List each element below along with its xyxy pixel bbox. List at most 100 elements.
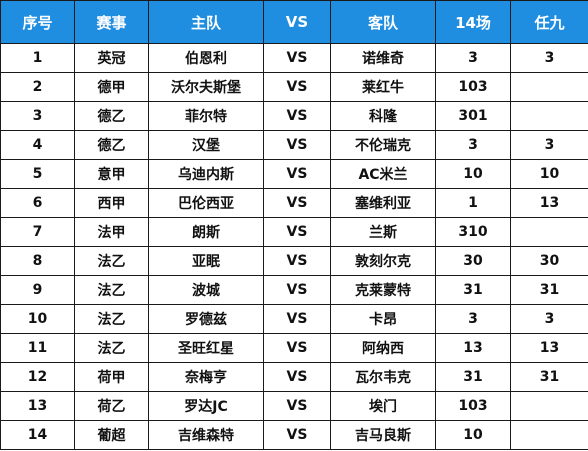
cell-away-team: 瓦尔韦克 <box>330 362 436 392</box>
cell-away-team: 不伦瑞克 <box>330 130 436 160</box>
cell-league: 荷甲 <box>74 362 149 392</box>
table-row: 12 荷甲 奈梅亨 VS 瓦尔韦克 31 31 <box>0 362 588 392</box>
table-row: 4 德乙 汉堡 VS 不伦瑞克 3 3 <box>0 130 588 160</box>
cell-14-match: 3 <box>435 304 511 334</box>
cell-no: 1 <box>0 43 75 73</box>
cell-home-team: 奈梅亨 <box>148 362 264 392</box>
cell-away-team: 埃门 <box>330 391 436 421</box>
cell-no: 8 <box>0 246 75 276</box>
table-body: 1 英冠 伯恩利 VS 诺维奇 3 3 2 德甲 沃尔夫斯堡 VS 莱红牛 103 3 德乙 菲尔特 VS 科隆 3… <box>0 43 588 450</box>
cell-no: 7 <box>0 217 75 247</box>
cell-ren-jiu <box>510 420 588 450</box>
cell-away-team: 莱红牛 <box>330 72 436 102</box>
cell-away-team: 兰斯 <box>330 217 436 247</box>
table-row: 8 法乙 亚眠 VS 敦刻尔克 30 30 <box>0 246 588 276</box>
cell-home-team: 菲尔特 <box>148 101 264 131</box>
cell-ren-jiu: 3 <box>510 304 588 334</box>
cell-home-team: 罗达JC <box>148 391 264 421</box>
cell-ren-jiu <box>510 217 588 247</box>
cell-league: 法乙 <box>74 304 149 334</box>
cell-league: 西甲 <box>74 188 149 218</box>
cell-vs: VS <box>263 101 331 131</box>
table-row: 11 法乙 圣旺红星 VS 阿纳西 13 13 <box>0 333 588 363</box>
cell-vs: VS <box>263 217 331 247</box>
cell-14-match: 10 <box>435 420 511 450</box>
cell-league: 荷乙 <box>74 391 149 421</box>
cell-14-match: 103 <box>435 391 511 421</box>
cell-away-team: 卡昂 <box>330 304 436 334</box>
table-header: 序号 赛事 主队 VS 客队 14场 任九 <box>0 0 588 44</box>
cell-home-team: 伯恩利 <box>148 43 264 73</box>
cell-vs: VS <box>263 391 331 421</box>
cell-vs: VS <box>263 159 331 189</box>
cell-no: 11 <box>0 333 75 363</box>
cell-league: 法乙 <box>74 333 149 363</box>
cell-away-team: 阿纳西 <box>330 333 436 363</box>
table-row: 9 法乙 波城 VS 克莱蒙特 31 31 <box>0 275 588 305</box>
cell-14-match: 13 <box>435 333 511 363</box>
cell-no: 2 <box>0 72 75 102</box>
table-row: 6 西甲 巴伦西亚 VS 塞维利亚 1 13 <box>0 188 588 218</box>
cell-league: 意甲 <box>74 159 149 189</box>
table-row: 14 葡超 吉维森特 VS 吉马良斯 10 <box>0 420 588 450</box>
cell-14-match: 31 <box>435 362 511 392</box>
cell-home-team: 朗斯 <box>148 217 264 247</box>
cell-no: 5 <box>0 159 75 189</box>
cell-league: 德乙 <box>74 101 149 131</box>
cell-ren-jiu: 3 <box>510 43 588 73</box>
cell-14-match: 31 <box>435 275 511 305</box>
header-no: 序号 <box>0 0 75 44</box>
header-ren-jiu: 任九 <box>510 0 588 44</box>
cell-ren-jiu <box>510 101 588 131</box>
cell-14-match: 1 <box>435 188 511 218</box>
cell-league: 法乙 <box>74 275 149 305</box>
cell-vs: VS <box>263 130 331 160</box>
header-row: 序号 赛事 主队 VS 客队 14场 任九 <box>0 0 588 44</box>
table-row: 3 德乙 菲尔特 VS 科隆 301 <box>0 101 588 131</box>
cell-no: 4 <box>0 130 75 160</box>
cell-home-team: 圣旺红星 <box>148 333 264 363</box>
cell-home-team: 吉维森特 <box>148 420 264 450</box>
cell-no: 10 <box>0 304 75 334</box>
cell-away-team: 敦刻尔克 <box>330 246 436 276</box>
table-row: 1 英冠 伯恩利 VS 诺维奇 3 3 <box>0 43 588 73</box>
cell-14-match: 301 <box>435 101 511 131</box>
cell-ren-jiu <box>510 391 588 421</box>
cell-no: 12 <box>0 362 75 392</box>
table-row: 2 德甲 沃尔夫斯堡 VS 莱红牛 103 <box>0 72 588 102</box>
cell-away-team: 塞维利亚 <box>330 188 436 218</box>
cell-ren-jiu: 13 <box>510 188 588 218</box>
cell-ren-jiu: 10 <box>510 159 588 189</box>
cell-home-team: 亚眠 <box>148 246 264 276</box>
cell-no: 14 <box>0 420 75 450</box>
header-league: 赛事 <box>74 0 149 44</box>
cell-vs: VS <box>263 420 331 450</box>
table-row: 13 荷乙 罗达JC VS 埃门 103 <box>0 391 588 421</box>
cell-league: 德乙 <box>74 130 149 160</box>
cell-away-team: 科隆 <box>330 101 436 131</box>
cell-ren-jiu <box>510 72 588 102</box>
header-home-team: 主队 <box>148 0 264 44</box>
cell-away-team: 克莱蒙特 <box>330 275 436 305</box>
cell-vs: VS <box>263 333 331 363</box>
cell-home-team: 波城 <box>148 275 264 305</box>
cell-no: 6 <box>0 188 75 218</box>
cell-no: 3 <box>0 101 75 131</box>
cell-vs: VS <box>263 188 331 218</box>
cell-14-match: 30 <box>435 246 511 276</box>
cell-home-team: 汉堡 <box>148 130 264 160</box>
cell-home-team: 乌迪内斯 <box>148 159 264 189</box>
cell-vs: VS <box>263 362 331 392</box>
cell-14-match: 103 <box>435 72 511 102</box>
cell-vs: VS <box>263 246 331 276</box>
cell-no: 9 <box>0 275 75 305</box>
cell-home-team: 巴伦西亚 <box>148 188 264 218</box>
cell-away-team: AC米兰 <box>330 159 436 189</box>
table-row: 10 法乙 罗德兹 VS 卡昂 3 3 <box>0 304 588 334</box>
cell-ren-jiu: 13 <box>510 333 588 363</box>
cell-league: 德甲 <box>74 72 149 102</box>
cell-league: 法甲 <box>74 217 149 247</box>
cell-14-match: 3 <box>435 43 511 73</box>
cell-vs: VS <box>263 304 331 334</box>
cell-home-team: 沃尔夫斯堡 <box>148 72 264 102</box>
